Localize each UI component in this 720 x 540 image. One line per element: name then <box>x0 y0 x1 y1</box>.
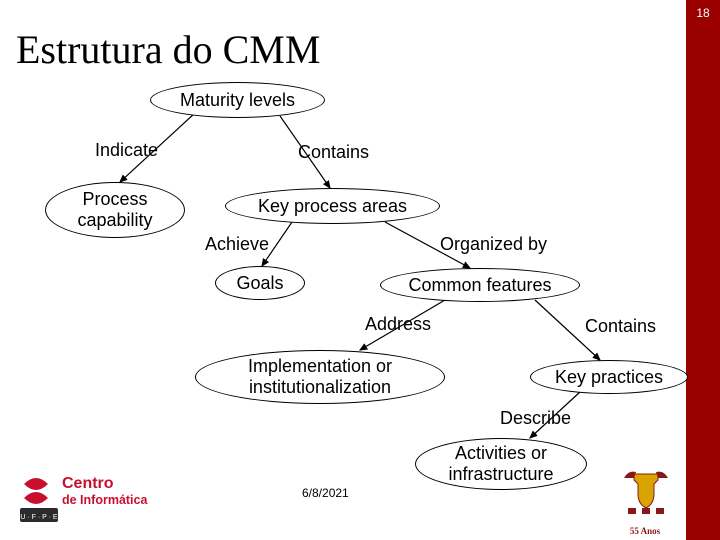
edge-label-maturity-process_cap: Indicate <box>95 140 158 161</box>
node-activities: Activities orinfrastructure <box>415 438 587 490</box>
node-label: Key practices <box>555 367 663 388</box>
node-process_cap: Processcapability <box>45 182 185 238</box>
node-kpa: Key process areas <box>225 188 440 224</box>
node-label: Key process areas <box>258 196 407 217</box>
edge-label-maturity-kpa: Contains <box>298 142 369 163</box>
node-label: Goals <box>236 273 283 294</box>
node-label: Common features <box>408 275 551 296</box>
svg-text:de Informática: de Informática <box>62 493 148 507</box>
node-maturity: Maturity levels <box>150 82 325 118</box>
edge-label-kpa-goals: Achieve <box>205 234 269 255</box>
edge-label-common-impl: Address <box>365 314 431 335</box>
page-number: 18 <box>691 6 715 20</box>
edge-label-common-kprac: Contains <box>585 316 656 337</box>
slide-title: Estrutura do CMM <box>16 26 320 73</box>
accent-bar <box>686 0 720 540</box>
edge-label-kprac-activities: Describe <box>500 408 571 429</box>
node-label: Implementation orinstitutionalization <box>248 356 392 397</box>
diagram-arrows <box>0 0 720 540</box>
logo-centro-informatica: U · F · P · E Centro de Informática <box>18 472 158 526</box>
svg-text:Centro: Centro <box>62 475 114 492</box>
node-label: Activities orinfrastructure <box>448 443 553 484</box>
node-impl: Implementation orinstitutionalization <box>195 350 445 404</box>
svg-text:U · F · P · E: U · F · P · E <box>20 514 58 521</box>
anos-text: 55 Anos <box>614 526 676 536</box>
footer-date: 6/8/2021 <box>302 486 349 500</box>
node-kprac: Key practices <box>530 360 688 394</box>
slide: 18 Estrutura do CMM Maturity levels Proce… <box>0 0 720 540</box>
node-label: Processcapability <box>77 189 152 230</box>
node-common: Common features <box>380 268 580 302</box>
logo-ufpe-shield <box>616 468 676 528</box>
node-label: Maturity levels <box>180 90 295 111</box>
edge-label-kpa-common: Organized by <box>440 234 547 255</box>
node-goals: Goals <box>215 266 305 300</box>
